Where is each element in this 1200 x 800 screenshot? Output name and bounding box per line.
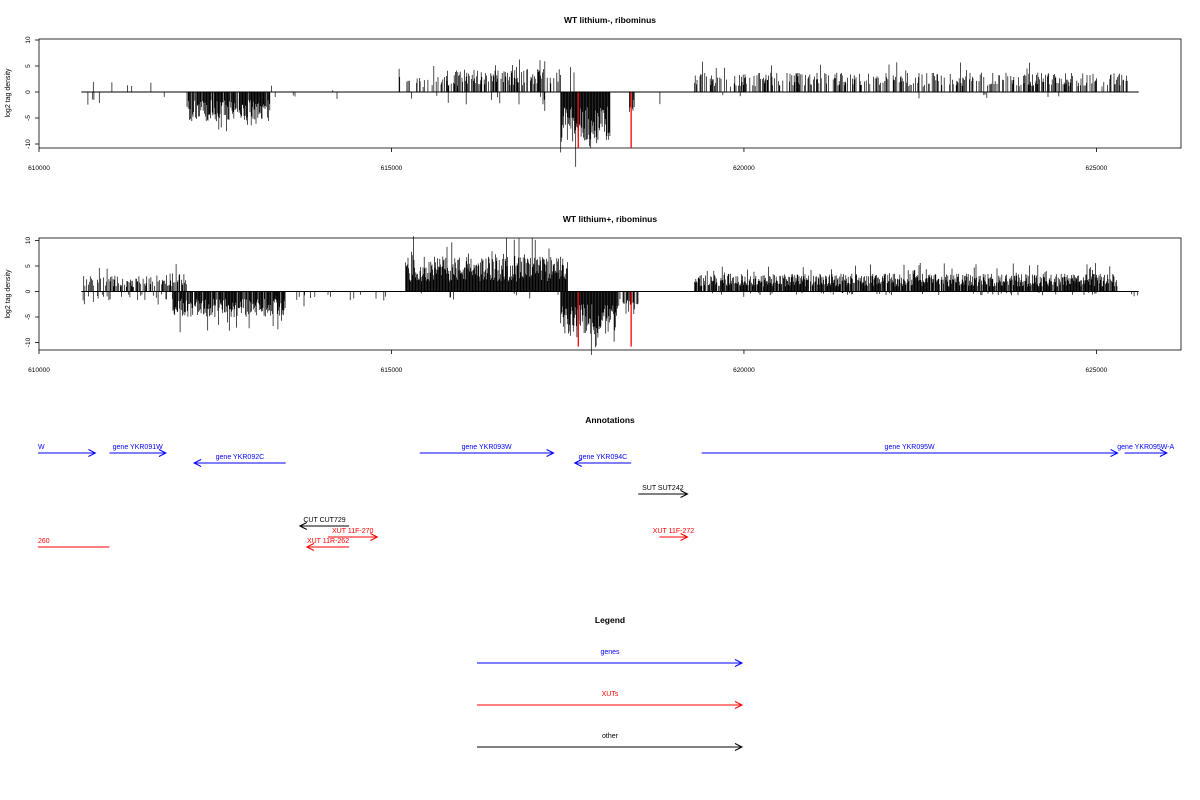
arrow-head bbox=[734, 743, 744, 751]
coverage-bars bbox=[81, 59, 1139, 167]
legend: Legend genes XUTs other bbox=[477, 615, 744, 751]
arrow-head bbox=[573, 459, 582, 467]
annotation-feature: gene YKR095W bbox=[701, 444, 1119, 457]
feature-label: gene YKR095W bbox=[885, 444, 935, 451]
feature-label: gene YKR093W bbox=[462, 444, 512, 451]
x-tick-label: 620000 bbox=[733, 367, 755, 374]
annotation-feature: XUT 11F-270 bbox=[328, 528, 379, 541]
feature-label: XUT 11F-272 bbox=[653, 528, 694, 535]
y-axis-label: log2 tag density bbox=[5, 68, 12, 118]
y-tick-label: 10 bbox=[25, 36, 32, 44]
annotation-feature: 260 bbox=[38, 538, 110, 548]
panel-title: WT lithium-, ribominus bbox=[564, 15, 656, 25]
axes: 10 5 0 -5 -10 610000 615000 620000 625000 bbox=[25, 36, 1108, 172]
feature-label: gene YKR091W bbox=[113, 444, 163, 451]
x-tick-label: 620000 bbox=[733, 165, 755, 172]
annotation-feature: CUT CUT729 bbox=[298, 517, 350, 530]
y-tick-label: -5 bbox=[25, 314, 32, 320]
arrow-head bbox=[680, 490, 689, 498]
arrow-head bbox=[192, 459, 202, 467]
annotation-feature: XUT 11R-262 bbox=[305, 538, 349, 551]
arrow-head bbox=[734, 701, 744, 709]
legend-title: Legend bbox=[595, 615, 625, 625]
annotation-feature: gene YKR093W bbox=[419, 444, 555, 457]
legend-label: XUTs bbox=[602, 691, 619, 698]
arrow-head bbox=[158, 449, 168, 457]
y-tick-label: 0 bbox=[25, 289, 32, 293]
y-tick-label: 0 bbox=[25, 90, 32, 94]
annotations-title: Annotations bbox=[585, 415, 635, 425]
panel-title: WT lithium+, ribominus bbox=[563, 214, 657, 224]
annotation-feature: gene YKR095W-A bbox=[1117, 444, 1175, 457]
axes: 10 5 0 -5 -10 610000 615000 620000 625000 bbox=[25, 237, 1108, 374]
coverage-panel-lithium-plus: WT lithium+, ribominus log2 tag density … bbox=[5, 214, 1182, 374]
feature-label: CUT CUT729 bbox=[303, 517, 345, 524]
x-tick-label: 615000 bbox=[381, 165, 403, 172]
coverage-bars bbox=[81, 236, 1139, 355]
legend-items: genes XUTs other bbox=[477, 649, 744, 751]
arrow-head bbox=[298, 522, 308, 530]
annotation-feature: XUT 11F-272 bbox=[653, 528, 694, 541]
arrow-head bbox=[88, 449, 97, 457]
feature-label: gene YKR092C bbox=[216, 454, 265, 461]
y-tick-label: 5 bbox=[25, 264, 32, 268]
annotation-feature: gene YKR091W bbox=[109, 444, 168, 457]
arrow-head bbox=[546, 449, 555, 457]
legend-item: XUTs bbox=[477, 691, 744, 709]
x-tick-label: 610000 bbox=[28, 367, 50, 374]
legend-item: genes bbox=[477, 649, 744, 667]
annotation-feature: W bbox=[38, 444, 97, 457]
arrow-head bbox=[734, 659, 744, 667]
arrow-head bbox=[680, 533, 689, 541]
feature-label: XUT 11R-262 bbox=[307, 538, 349, 545]
legend-label: genes bbox=[600, 649, 620, 656]
plot-frame bbox=[38, 237, 1182, 351]
y-tick-label: 10 bbox=[25, 237, 32, 245]
plot-frame bbox=[38, 38, 1182, 149]
x-tick-label: 615000 bbox=[381, 367, 403, 374]
arrow-head bbox=[305, 543, 315, 551]
y-tick-label: -10 bbox=[25, 337, 32, 347]
y-tick-label: -10 bbox=[25, 139, 32, 149]
legend-label: other bbox=[602, 733, 619, 740]
legend-item: other bbox=[477, 733, 744, 751]
y-axis-label: log2 tag density bbox=[5, 269, 12, 319]
x-tick-label: 625000 bbox=[1086, 165, 1108, 172]
annotation-feature: gene YKR094C bbox=[573, 454, 632, 467]
x-tick-label: 610000 bbox=[28, 165, 50, 172]
arrow-head bbox=[1110, 449, 1119, 457]
coverage-panel-lithium-minus: WT lithium-, ribominus log2 tag density … bbox=[5, 15, 1182, 172]
y-tick-label: -5 bbox=[25, 115, 32, 121]
feature-label: gene YKR094C bbox=[579, 454, 628, 461]
feature-label: SUT SUT242 bbox=[642, 485, 684, 492]
feature-label: gene YKR095W-A bbox=[1117, 444, 1174, 451]
arrow-head bbox=[1159, 449, 1169, 457]
annotation-feature: SUT SUT242 bbox=[638, 485, 689, 498]
annotation-feature: gene YKR092C bbox=[192, 454, 286, 467]
feature-label: 260 bbox=[38, 538, 50, 545]
feature-label: W bbox=[38, 444, 45, 451]
feature-label: XUT 11F-270 bbox=[332, 528, 373, 535]
y-tick-label: 5 bbox=[25, 64, 32, 68]
arrow-head bbox=[370, 533, 379, 541]
x-tick-label: 625000 bbox=[1086, 367, 1108, 374]
